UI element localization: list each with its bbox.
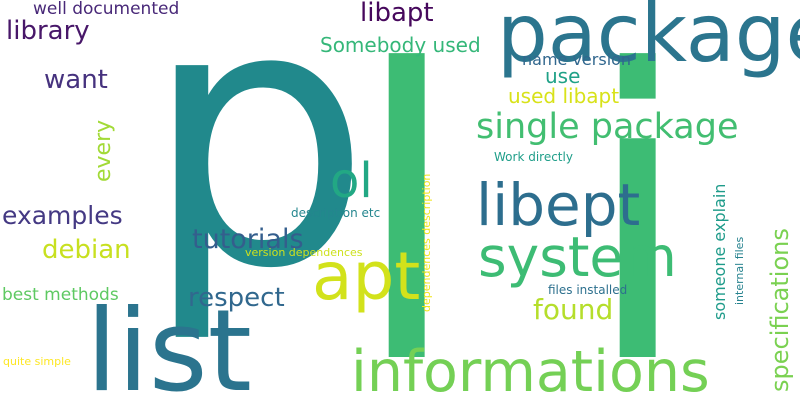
word-use: use — [545, 64, 581, 88]
word-respect: respect — [188, 283, 285, 313]
word-dependences-description: dependences description — [420, 173, 433, 312]
word-quite-simple: quite simple — [3, 355, 71, 368]
word-internal-files: internal files — [733, 236, 746, 305]
word-libept: libept — [476, 171, 641, 239]
word-apt: apt — [312, 238, 421, 315]
word-files-installed: files installed — [548, 283, 628, 297]
word-best-methods: best methods — [2, 285, 119, 305]
word-system: system — [478, 225, 677, 289]
word-debian: debian — [42, 235, 131, 265]
word-someone-explain: someone explain — [710, 183, 729, 320]
word-libapt: libapt — [360, 0, 434, 28]
word-well-documented: well documented — [33, 0, 180, 19]
word-work-directly: Work directly — [494, 150, 573, 164]
word-found: found — [533, 293, 614, 326]
word-single-package: single package — [476, 107, 739, 147]
word-p: p — [143, 0, 372, 347]
word-used-libapt: used libapt — [508, 84, 620, 108]
word-list: list — [86, 285, 252, 400]
word-somebody-used: Somebody used — [320, 33, 481, 57]
word-i: i — [582, 0, 694, 400]
word-tutorials: tutorials — [192, 224, 304, 255]
word-examples: examples — [2, 201, 123, 230]
word-specifications: specifications — [766, 228, 794, 392]
word-ol: ol — [330, 153, 373, 209]
word-every: every — [91, 119, 116, 182]
word-version-dependences: version dependences — [245, 246, 363, 259]
word-l: l — [351, 0, 463, 400]
word-library: library — [6, 16, 90, 46]
word-name-version: name version — [522, 50, 632, 69]
word-description-etc: description etc — [291, 206, 381, 220]
word-informations: informations — [351, 339, 710, 400]
word-package: package — [497, 0, 800, 80]
word-want: want — [44, 65, 108, 95]
